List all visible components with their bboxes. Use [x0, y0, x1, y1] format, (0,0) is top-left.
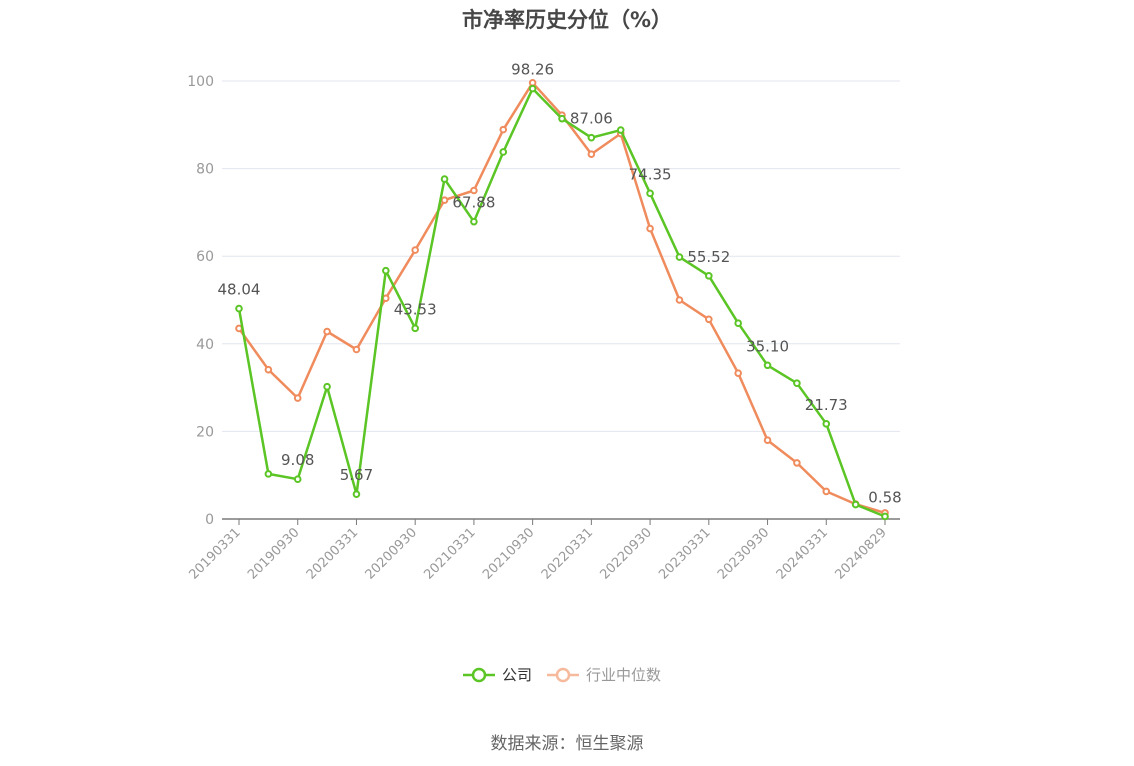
x-tick-label: 20210930 — [480, 525, 537, 582]
legend-item-industry[interactable]: 行业中位数 — [546, 664, 661, 685]
data-point-company — [705, 272, 713, 280]
data-label: 0.58 — [868, 488, 901, 506]
data-label: 5.67 — [340, 466, 373, 484]
data-point-industry — [323, 327, 331, 336]
data-point-company — [352, 490, 361, 498]
data-point-industry — [352, 345, 361, 354]
x-tick-label: 20190331 — [186, 525, 243, 582]
legend-industry-marker — [547, 667, 580, 682]
data-point-company — [293, 475, 302, 484]
x-tick-label: 20210331 — [421, 525, 478, 582]
data-label: 43.53 — [394, 300, 437, 318]
data-point-industry — [440, 196, 449, 204]
x-tick-label: 20230331 — [656, 525, 713, 582]
data-label: 67.88 — [452, 194, 495, 212]
legend-item-company[interactable]: 公司 — [462, 664, 532, 685]
series-line-industry — [237, 81, 886, 515]
data-point-industry — [411, 246, 419, 254]
legend-label-company: 公司 — [502, 666, 533, 684]
data-point-industry — [470, 186, 478, 195]
data-point-industry — [734, 369, 742, 377]
data-point-company — [763, 361, 772, 370]
data-point-industry — [293, 394, 302, 402]
data-point-company — [675, 253, 684, 261]
legend-company-marker — [463, 667, 495, 682]
data-point-industry — [822, 487, 831, 496]
x-tick-label: 20220930 — [598, 525, 655, 582]
data-point-company — [499, 148, 508, 156]
data-label: 87.06 — [570, 110, 613, 128]
y-tick-label: 100 — [187, 74, 214, 90]
data-point-industry — [646, 224, 654, 233]
legend-label-industry: 行业中位数 — [586, 666, 662, 684]
x-tick-label: 20220331 — [539, 525, 596, 582]
data-point-company — [646, 189, 654, 198]
data-point-company — [822, 420, 831, 428]
data-point-industry — [793, 459, 801, 467]
data-label: 35.10 — [746, 337, 789, 355]
data-label: 55.52 — [687, 248, 730, 266]
data-point-company — [881, 512, 889, 521]
data-point-company — [323, 382, 331, 391]
series-line-company — [237, 87, 886, 518]
data-point-company — [264, 470, 273, 478]
x-tick-label: 20240331 — [774, 525, 831, 582]
y-tick-label: 0 — [205, 512, 214, 528]
y-tick-label: 60 — [196, 249, 214, 265]
data-point-company — [793, 379, 801, 388]
data-point-industry — [264, 365, 273, 374]
data-point-industry — [675, 296, 684, 304]
x-tick-label: 20240829 — [832, 525, 889, 582]
data-label: 98.26 — [511, 61, 554, 79]
data-point-company — [470, 217, 478, 226]
legend: 公司 行业中位数 — [462, 664, 675, 685]
data-point-industry — [528, 78, 537, 87]
data-point-company — [734, 319, 742, 328]
y-tick-label: 40 — [196, 337, 214, 353]
y-tick-label: 20 — [196, 424, 214, 440]
chart-title: 市净率历史分位（%） — [461, 8, 673, 32]
data-point-industry — [705, 315, 713, 324]
data-source: 数据来源：恒生聚源 — [490, 734, 644, 754]
data-point-industry — [382, 294, 390, 303]
data-point-company — [382, 266, 390, 275]
x-tick-label: 20200331 — [304, 525, 361, 582]
data-label: 9.08 — [281, 451, 314, 469]
data-point-company — [411, 324, 419, 333]
data-point-company — [235, 304, 243, 313]
data-point-company — [616, 126, 625, 134]
data-point-industry — [587, 150, 596, 158]
data-label: 74.35 — [629, 165, 672, 183]
data-point-company — [558, 114, 566, 123]
data-point-company — [587, 133, 596, 142]
data-label: 21.73 — [805, 396, 848, 414]
data-point-company — [528, 84, 537, 93]
data-point-company — [851, 500, 860, 509]
data-point-industry — [499, 125, 508, 134]
data-point-company — [440, 175, 449, 183]
data-label: 48.04 — [218, 281, 261, 299]
y-tick-label: 80 — [196, 162, 214, 178]
x-tick-label: 20200930 — [363, 525, 420, 582]
x-tick-label: 20190930 — [245, 525, 302, 582]
x-tick-label: 20230930 — [715, 525, 772, 582]
data-point-industry — [763, 436, 772, 444]
